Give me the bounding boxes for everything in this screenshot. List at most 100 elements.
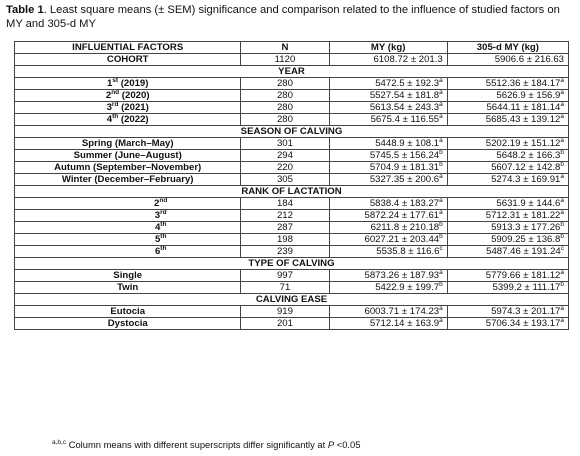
- row-label-text: Summer (June–August): [73, 150, 182, 161]
- table-row: Autumn (September–November) 220 5704.9 ± 1…: [13, 161, 570, 174]
- row-label-text: 4: [106, 114, 113, 125]
- row-label: Spring (March–May): [13, 137, 242, 150]
- row-label-text: Dystocia: [107, 318, 148, 329]
- row-my-superscript: a: [439, 113, 443, 120]
- row-label: 5th: [13, 233, 242, 246]
- row-label: Twin: [13, 281, 242, 294]
- row-label-text: 1: [106, 78, 113, 89]
- row-my305-value: 5399.2 ± 111.17: [492, 282, 561, 293]
- row-label: 4th (2022): [13, 113, 242, 126]
- row-my-value: 5838.4 ± 183.27: [369, 198, 440, 209]
- row-label-text: Single: [113, 270, 143, 281]
- row-my: 5872.24 ± 177.61a: [328, 209, 448, 222]
- row-my-superscript: a: [439, 173, 443, 180]
- row-my: 5675.4 ± 116.55a: [328, 113, 448, 126]
- row-label: Winter (December–February): [13, 173, 242, 186]
- row-my305: 5712.31 ± 181.22a: [446, 209, 570, 222]
- row-my305-value: 5202.19 ± 151.12: [485, 138, 561, 149]
- row-label-ordinal: nd: [111, 89, 120, 96]
- row-n: 201: [240, 317, 330, 330]
- row-n: 301: [240, 137, 330, 150]
- footnote-superscripts: a,b,c: [52, 438, 67, 446]
- row-my-value: 6211.8 ± 210.18: [370, 222, 440, 233]
- table-body: COHORT 1120 6108.72 ± 201.3 5906.6 ± 216…: [13, 53, 570, 330]
- row-n: 280: [240, 77, 330, 90]
- row-my: 5704.9 ± 181.31b: [328, 161, 448, 174]
- row-label-text: 2: [154, 198, 160, 209]
- row-my-value: 5327.35 ± 200.6: [369, 174, 440, 185]
- section-title: TYPE OF CALVING: [14, 257, 569, 270]
- table-row: 1st (2019) 280 5472.5 ± 192.3a 5512.36 ± 18…: [13, 77, 570, 90]
- row-label-text: Winter (December–February): [61, 174, 194, 185]
- row-my-value: 5704.9 ± 181.31: [369, 162, 440, 173]
- cohort-n: 1120: [240, 53, 330, 66]
- row-my305-superscript: a: [560, 173, 564, 180]
- results-table: INFLUENTIAL FACTORS N MY (kg) 305-d MY (…: [13, 41, 570, 330]
- row-my305: 5626.9 ± 156.9a: [446, 89, 570, 102]
- row-my305-superscript: b: [560, 233, 564, 240]
- row-my: 5422.9 ± 199.7b: [328, 281, 448, 294]
- row-label-text: 6: [154, 246, 161, 257]
- row-my-superscript: a: [439, 317, 443, 324]
- row-label: 3rd (2021): [13, 101, 242, 114]
- row-my305-value: 5779.66 ± 181.12: [485, 270, 561, 281]
- row-my305-superscript: b: [560, 161, 564, 168]
- row-my305-superscript: a: [560, 317, 564, 324]
- row-my: 5535.8 ± 116.6c: [328, 245, 448, 258]
- row-my: 5873.26 ± 187.93a: [328, 269, 448, 282]
- row-label-ordinal: th: [112, 113, 119, 120]
- row-my305-value: 5712.31 ± 181.22: [485, 210, 561, 221]
- section-row: TYPE OF CALVING: [14, 257, 569, 270]
- row-my-value: 5535.8 ± 116.6: [376, 246, 440, 257]
- row-my-value: 5527.54 ± 181.8: [369, 90, 440, 101]
- row-my305: 5974.3 ± 201.17a: [446, 305, 570, 318]
- row-label-year: (2021): [118, 102, 149, 113]
- row-my305-value: 5974.3 ± 201.17: [491, 306, 561, 317]
- section-row: CALVING EASE: [14, 293, 569, 306]
- table-row: 3rd (2021) 280 5613.54 ± 243.3a 5644.11 ± 1…: [13, 101, 570, 114]
- row-my-value: 5675.4 ± 116.55: [370, 114, 440, 125]
- row-my305-value: 5607.12 ± 142.8: [491, 162, 561, 173]
- row-n: 919: [240, 305, 330, 318]
- row-my: 6211.8 ± 210.18b: [328, 221, 448, 234]
- row-my305: 5685.43 ± 139.12a: [446, 113, 570, 126]
- row-my305-superscript: a: [560, 89, 564, 96]
- row-n: 184: [240, 197, 330, 210]
- row-my305-superscript: b: [560, 221, 564, 228]
- row-my305-value: 5909.25 ± 136.8: [491, 234, 561, 245]
- row-my305-superscript: b: [560, 149, 564, 156]
- row-label-text: Spring (March–May): [81, 138, 174, 149]
- table-row: 5th 198 6027.21 ± 203.44b 5909.25 ± 136.8b: [13, 233, 570, 246]
- row-label-ordinal: th: [160, 221, 167, 228]
- row-my-superscript: c: [439, 245, 443, 252]
- row-my305: 5607.12 ± 142.8b: [446, 161, 570, 174]
- row-my: 5838.4 ± 183.27a: [328, 197, 448, 210]
- row-my305-superscript: a: [560, 305, 564, 312]
- row-my: 5745.5 ± 156.24b: [328, 149, 448, 162]
- row-my305: 5648.2 ± 166.3b: [446, 149, 570, 162]
- table-row: Single 997 5873.26 ± 187.93a 5779.66 ± 181.…: [13, 269, 570, 282]
- row-my-value: 5472.5 ± 192.3: [375, 78, 440, 89]
- row-my-superscript: a: [439, 101, 443, 108]
- row-my305-superscript: a: [560, 113, 564, 120]
- table-row: Spring (March–May) 301 5448.9 ± 108.1a 5202…: [13, 137, 570, 150]
- section-title: CALVING EASE: [14, 293, 569, 306]
- row-my-superscript: a: [439, 305, 443, 312]
- row-my305-value: 5648.2 ± 166.3: [496, 150, 561, 161]
- row-my: 5613.54 ± 243.3a: [328, 101, 448, 114]
- table-row: Twin 71 5422.9 ± 199.7b 5399.2 ± 111.17b: [13, 281, 570, 294]
- table-row: Summer (June–August) 294 5745.5 ± 156.24b 5…: [13, 149, 570, 162]
- row-my-superscript: a: [439, 137, 443, 144]
- row-my305: 5512.36 ± 184.17a: [446, 77, 570, 90]
- row-my305-value: 5685.43 ± 139.12: [485, 114, 561, 125]
- footnote-p-label: P: [327, 439, 335, 450]
- row-my305: 5909.25 ± 136.8b: [446, 233, 570, 246]
- row-my305-value: 5706.34 ± 193.17: [485, 318, 561, 329]
- row-my: 5327.35 ± 200.6a: [328, 173, 448, 186]
- row-label-year: (2022): [118, 114, 149, 125]
- row-label-ordinal: th: [160, 245, 167, 252]
- row-my305: 5706.34 ± 193.17a: [446, 317, 570, 330]
- row-my-superscript: a: [439, 197, 443, 204]
- caption-label: Table 1: [6, 4, 44, 16]
- row-my-superscript: a: [439, 89, 443, 96]
